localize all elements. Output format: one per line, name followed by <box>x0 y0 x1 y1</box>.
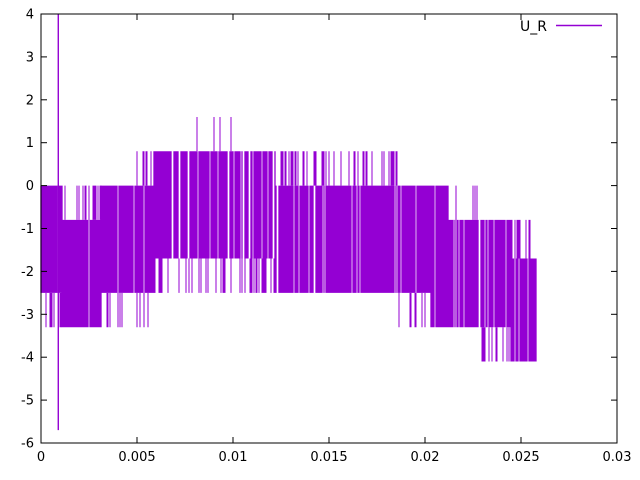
x-tick-label: 0.02 <box>411 450 440 465</box>
y-tick-label: 0 <box>26 179 34 194</box>
x-tick-label: 0.01 <box>219 450 248 465</box>
x-tick-label: 0 <box>37 450 45 465</box>
x-tick-label: 0.005 <box>118 450 155 465</box>
y-tick-label: -6 <box>21 437 34 452</box>
y-tick-label: -1 <box>21 222 34 237</box>
y-tick-label: -5 <box>21 394 34 409</box>
y-tick-label: 2 <box>26 93 34 108</box>
y-tick-label: -3 <box>21 308 34 323</box>
y-tick-label: 1 <box>26 136 34 151</box>
x-tick-label: 0.015 <box>310 450 347 465</box>
y-tick-label: 4 <box>26 8 34 23</box>
y-tick-label: -4 <box>21 351 34 366</box>
y-tick-label: 3 <box>26 50 34 65</box>
legend-label: U_R <box>520 19 547 35</box>
x-tick-label: 0.025 <box>502 450 539 465</box>
x-tick-label: 0.03 <box>603 450 632 465</box>
y-tick-label: -2 <box>21 265 34 280</box>
